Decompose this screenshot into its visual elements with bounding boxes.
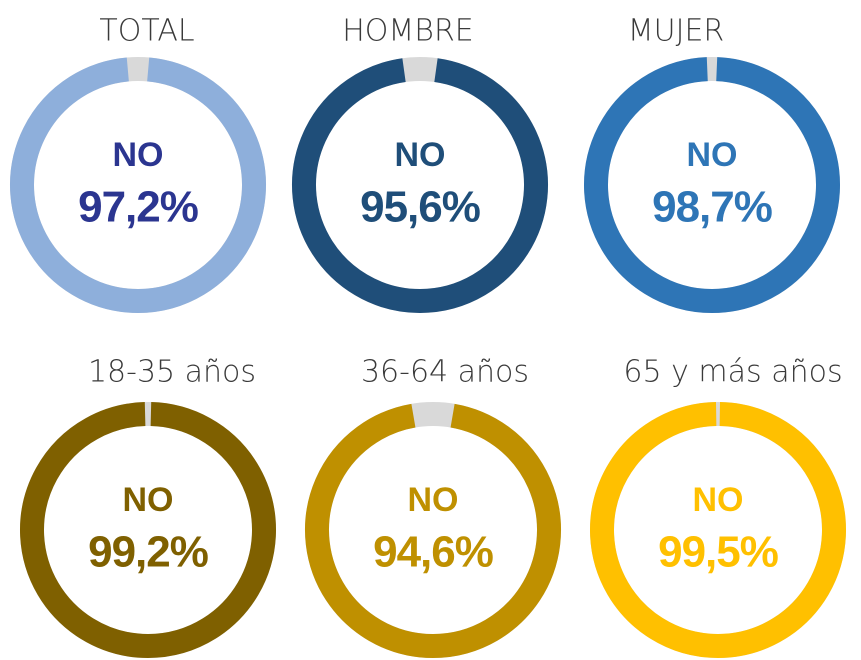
donut: TOTAL NO 97,2%	[10, 14, 266, 313]
donut-arc	[584, 57, 840, 313]
donut-arc	[10, 57, 266, 313]
donut-arc	[590, 402, 846, 658]
chart-title: 65 y más años	[623, 355, 842, 390]
chart-title: 18-35 años	[88, 355, 256, 390]
value-label: 95,6%	[360, 183, 480, 232]
donut-arc	[20, 402, 276, 658]
value-label: 99,5%	[658, 528, 778, 577]
donut: HOMBRE NO 95,6%	[292, 14, 548, 313]
center-label: NO	[395, 136, 446, 174]
value-label: 94,6%	[373, 528, 493, 577]
donut: 36-64 años NO 94,6%	[305, 355, 561, 658]
center-label: NO	[693, 481, 744, 519]
value-label: 98,7%	[652, 183, 772, 232]
chart-title: TOTAL	[99, 14, 194, 49]
value-label: 97,2%	[78, 183, 198, 232]
center-label: NO	[123, 481, 174, 519]
value-label: 99,2%	[88, 528, 208, 577]
center-label: NO	[408, 481, 459, 519]
center-label: NO	[113, 136, 164, 174]
chart-title: HOMBRE	[342, 14, 474, 49]
donut: 18-35 años NO 99,2%	[20, 355, 276, 658]
donut: MUJER NO 98,7%	[584, 14, 840, 313]
chart-title: 36-64 años	[361, 355, 529, 390]
donut-arc	[292, 58, 548, 313]
center-label: NO	[687, 136, 738, 174]
donut: 65 y más años NO 99,5%	[590, 355, 846, 658]
donut-arc	[305, 403, 561, 658]
chart-title: MUJER	[628, 14, 725, 49]
